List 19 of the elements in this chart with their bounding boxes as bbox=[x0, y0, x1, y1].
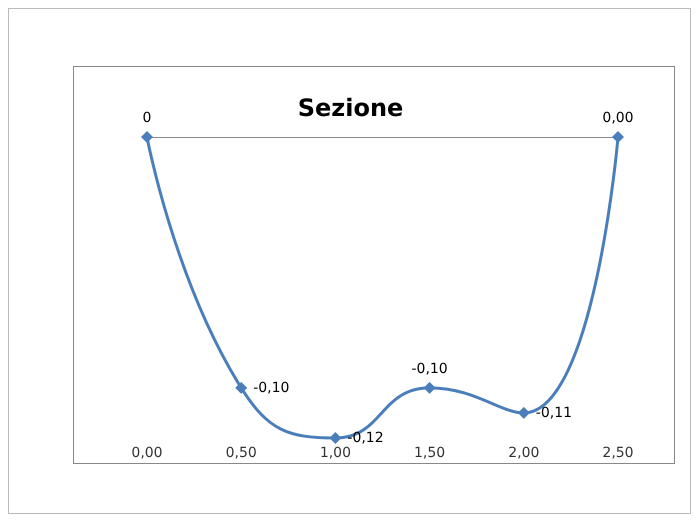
data-label: 0 bbox=[142, 110, 152, 126]
point bbox=[141, 131, 153, 143]
data-label: 0,00 bbox=[602, 110, 634, 126]
data-label: -0,12 bbox=[347, 430, 384, 446]
x-tick-label: 2,00 bbox=[508, 445, 540, 461]
data-label: -0,10 bbox=[411, 360, 448, 377]
x-tick-label: 0,00 bbox=[131, 445, 163, 461]
point bbox=[424, 382, 436, 394]
x-tick-label: 2,50 bbox=[602, 445, 634, 461]
x-tick-label: 0,50 bbox=[226, 445, 257, 461]
x-tick-label: 1,00 bbox=[320, 445, 351, 461]
data-label: -0,10 bbox=[253, 380, 290, 396]
point bbox=[518, 406, 530, 419]
chart-title: Sezione bbox=[298, 94, 404, 122]
point bbox=[612, 131, 624, 143]
point bbox=[329, 432, 342, 444]
point bbox=[235, 382, 248, 394]
data-label: -0,11 bbox=[536, 404, 572, 421]
x-tick-label: 1,50 bbox=[414, 445, 446, 461]
